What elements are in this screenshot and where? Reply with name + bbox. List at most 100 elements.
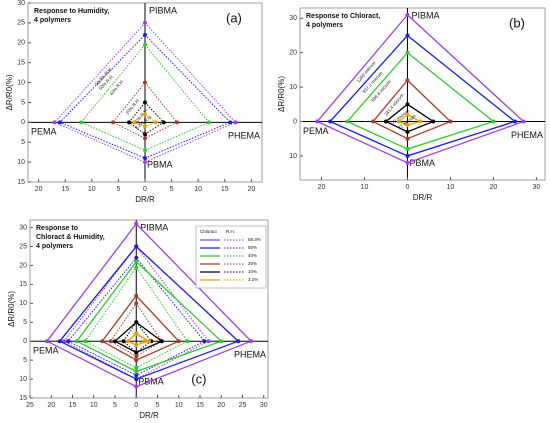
y-tick-label: 10 <box>17 79 25 86</box>
vertex-marker <box>143 112 147 117</box>
vertex-marker <box>79 120 84 125</box>
panel-title: Response to Chloract, <box>306 13 380 20</box>
legend-label: 3.2% <box>248 277 258 282</box>
panel-label: (c) <box>191 371 206 386</box>
x-tick-label: 20 <box>247 186 255 193</box>
vertex-marker <box>57 339 62 344</box>
vertex-marker <box>383 119 388 124</box>
vertex-marker <box>174 120 179 125</box>
vertex-marker <box>431 119 436 124</box>
vertex-label: PEMA <box>31 127 57 137</box>
vertex-marker <box>143 100 147 105</box>
x-tick-label: 30 <box>533 184 541 191</box>
vertex-marker <box>143 32 147 37</box>
vertex-marker <box>143 20 147 25</box>
y-tick-label: 0 <box>293 118 297 125</box>
x-tick-label: 5 <box>113 402 117 409</box>
vertex-marker <box>405 136 410 141</box>
y-tick-label: 5 <box>23 319 27 326</box>
vertex-marker <box>52 120 57 125</box>
vertex-marker <box>159 339 164 344</box>
y-tick-label: 25 <box>17 20 25 27</box>
vertex-marker <box>143 42 147 47</box>
legend-box <box>195 225 267 289</box>
x-tick-label: 10 <box>194 186 202 193</box>
legend-label: 10% <box>248 269 257 274</box>
panel-label: (a) <box>226 10 242 25</box>
series-diamond <box>80 43 210 151</box>
y-tick-label: 20 <box>289 50 297 57</box>
vertex-marker <box>134 373 139 378</box>
vertex-marker <box>405 50 410 55</box>
panel: 20 15 10 5 0 5 10 15 20 15 10 5 0 5 10 15 20 25 30 DR/R ΔR/R… <box>5 0 263 204</box>
y-tick-label: 10 <box>289 84 297 91</box>
y-axis-label: ΔR/R0(%) <box>5 74 14 110</box>
vertex-marker <box>512 119 517 124</box>
vertex-marker <box>405 160 410 165</box>
series-diamond <box>112 81 178 139</box>
panel: 25 20 15 10 5 0 5 10 15 20 25 30 15 10 5 0 5 10 15 20 25 30 DR… <box>7 219 269 420</box>
x-axis-label: DR/R <box>139 411 159 420</box>
legend-header: Chloract <box>200 229 218 234</box>
chloract-diamond <box>113 321 164 354</box>
y-tick-label: 25 <box>19 243 27 250</box>
x-tick-label: 10 <box>175 402 183 409</box>
x-axis-label: DR/R <box>135 195 155 204</box>
vertex-marker <box>134 350 139 355</box>
vertex-marker <box>134 244 139 249</box>
x-tick-label: 5 <box>170 186 174 193</box>
x-tick-label: 10 <box>361 184 369 191</box>
vertex-label: PBMA <box>147 160 173 170</box>
vertex-marker <box>134 365 139 370</box>
x-tick-label: 25 <box>26 402 34 409</box>
y-tick-label: 15 <box>19 395 27 402</box>
vertex-marker <box>236 339 241 344</box>
vertex-marker <box>143 132 147 137</box>
vertex-marker <box>134 221 139 226</box>
vertex-marker <box>161 120 166 125</box>
y-tick-label: 10 <box>289 153 297 160</box>
y-tick-label: 30 <box>17 0 25 7</box>
vertex-label: PIBMA <box>411 10 439 20</box>
vertex-marker <box>405 129 410 134</box>
plot-frame <box>299 7 546 181</box>
y-tick-label: 20 <box>19 262 27 269</box>
rh-diamond <box>63 245 210 380</box>
vertex-marker <box>371 119 376 124</box>
vertex-label: PHEMA <box>234 350 266 360</box>
vertex-marker <box>315 119 320 124</box>
y-tick-label: 10 <box>17 159 25 166</box>
y-tick-label: 15 <box>19 281 27 288</box>
x-tick-label: 15 <box>69 402 77 409</box>
vertex-marker <box>45 339 49 344</box>
vertex-marker <box>521 119 526 124</box>
vertex-marker <box>233 120 238 125</box>
vertex-marker <box>66 339 71 344</box>
y-axis-label: ΔR/R0(%) <box>277 76 286 112</box>
vertex-marker <box>127 120 132 125</box>
vertex-marker <box>202 339 207 344</box>
chloract-diamond <box>126 332 151 346</box>
y-tick-label: 0 <box>23 338 27 345</box>
vertex-marker <box>134 331 139 336</box>
vertex-label: PIBMA <box>140 222 168 232</box>
vertex-marker <box>134 320 139 325</box>
panel-title: 4 polymers <box>34 17 71 24</box>
vertex-marker <box>121 339 126 344</box>
series-diamond <box>316 13 525 164</box>
panel-title: 4 polymers <box>306 22 343 29</box>
vertex-marker <box>83 339 88 344</box>
panel: 20 10 0 10 20 30 10 0 10 20 30 DR/R ΔR/R0(%) (b) Respo… <box>277 7 546 202</box>
x-tick-label: 20 <box>318 184 326 191</box>
y-axis-label: ΔR/R0(%) <box>7 291 16 327</box>
vertex-label: PHEMA <box>511 130 543 140</box>
series-annotation: 40% R.H. <box>109 78 125 96</box>
y-tick-label: 10 <box>19 300 27 307</box>
panel-label: (b) <box>509 15 525 30</box>
y-tick-label: 0 <box>21 119 25 126</box>
vertex-marker <box>134 265 139 270</box>
x-tick-label: 20 <box>217 402 225 409</box>
vertex-marker <box>142 339 147 344</box>
vertex-marker <box>228 120 233 125</box>
